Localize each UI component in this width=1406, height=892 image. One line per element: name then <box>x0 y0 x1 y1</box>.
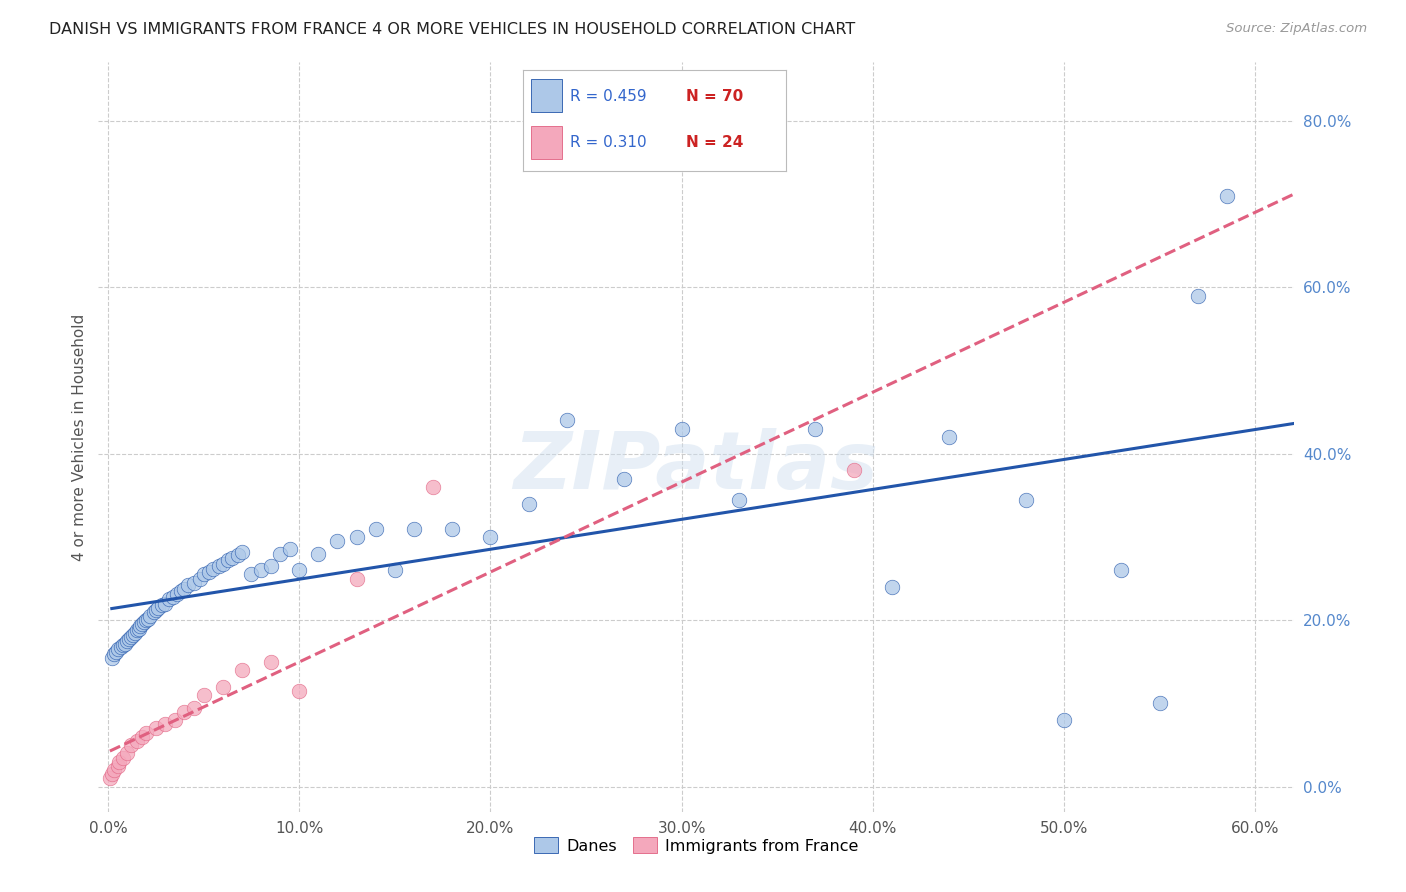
Point <box>517 497 540 511</box>
Point <box>259 559 281 574</box>
Point <box>110 640 132 654</box>
Point <box>125 624 148 638</box>
Point <box>346 572 368 586</box>
Point <box>804 422 827 436</box>
Point <box>112 750 135 764</box>
Point <box>202 561 225 575</box>
Point <box>1149 697 1171 711</box>
Point <box>150 599 173 613</box>
Point <box>422 480 444 494</box>
Point <box>198 565 221 579</box>
Point <box>231 663 253 677</box>
Point <box>211 557 233 571</box>
Text: Source: ZipAtlas.com: Source: ZipAtlas.com <box>1226 22 1367 36</box>
Point <box>288 563 311 577</box>
Point <box>120 630 142 644</box>
Legend: Danes, Immigrants from France: Danes, Immigrants from France <box>527 831 865 860</box>
Point <box>157 592 180 607</box>
Text: DANISH VS IMMIGRANTS FROM FRANCE 4 OR MORE VEHICLES IN HOUSEHOLD CORRELATION CHA: DANISH VS IMMIGRANTS FROM FRANCE 4 OR MO… <box>49 22 855 37</box>
Point <box>728 492 751 507</box>
Point <box>103 647 125 661</box>
Point <box>326 534 349 549</box>
Point <box>221 550 243 565</box>
Point <box>211 680 233 694</box>
Point <box>288 684 311 698</box>
Point <box>115 634 138 648</box>
Point <box>938 430 960 444</box>
Point <box>269 547 291 561</box>
Point <box>441 522 464 536</box>
Point <box>114 636 136 650</box>
Point <box>177 578 200 592</box>
Point <box>183 700 205 714</box>
Point <box>155 717 177 731</box>
Point <box>125 734 148 748</box>
Point <box>101 767 124 781</box>
Point <box>880 580 903 594</box>
Point <box>842 463 865 477</box>
Point <box>278 542 301 557</box>
Point <box>162 590 184 604</box>
Point <box>145 603 167 617</box>
Point <box>135 613 157 627</box>
Point <box>173 582 195 596</box>
Point <box>208 559 231 574</box>
Point <box>1215 188 1237 202</box>
Point <box>107 642 129 657</box>
Point <box>169 584 191 599</box>
Point <box>163 713 186 727</box>
Point <box>231 545 253 559</box>
Point <box>259 655 281 669</box>
Point <box>384 563 406 577</box>
Point <box>129 619 152 633</box>
Point <box>479 530 502 544</box>
Point <box>217 553 239 567</box>
Point <box>193 567 215 582</box>
Point <box>1187 288 1209 302</box>
Point <box>1053 713 1076 727</box>
Point <box>1015 492 1038 507</box>
Point <box>124 625 146 640</box>
Point <box>101 650 124 665</box>
Point <box>112 638 135 652</box>
Point <box>183 575 205 590</box>
Point <box>188 572 211 586</box>
Point <box>613 472 636 486</box>
Point <box>108 755 131 769</box>
Point <box>107 759 129 773</box>
Point <box>139 609 162 624</box>
Point <box>402 522 425 536</box>
Point <box>146 600 169 615</box>
Point <box>142 605 165 619</box>
Point <box>134 615 156 629</box>
Point <box>118 632 141 646</box>
Point <box>145 722 167 736</box>
Text: ZIPatlas: ZIPatlas <box>513 428 879 506</box>
Point <box>555 413 578 427</box>
Point <box>671 422 693 436</box>
Point <box>115 747 138 761</box>
Point <box>131 617 153 632</box>
Point <box>155 597 177 611</box>
Point <box>121 628 143 642</box>
Point <box>120 738 142 752</box>
Point <box>128 622 150 636</box>
Y-axis label: 4 or more Vehicles in Household: 4 or more Vehicles in Household <box>72 313 87 561</box>
Point <box>173 705 195 719</box>
Point <box>1111 563 1133 577</box>
Point <box>98 772 121 786</box>
Point <box>166 586 188 600</box>
Point <box>346 530 368 544</box>
Point <box>135 725 157 739</box>
Point <box>104 645 127 659</box>
Point <box>226 549 249 563</box>
Point <box>131 730 153 744</box>
Point <box>136 611 159 625</box>
Point <box>103 763 125 777</box>
Point <box>250 563 273 577</box>
Point <box>307 547 329 561</box>
Point <box>364 522 387 536</box>
Point <box>240 567 263 582</box>
Point <box>193 688 215 702</box>
